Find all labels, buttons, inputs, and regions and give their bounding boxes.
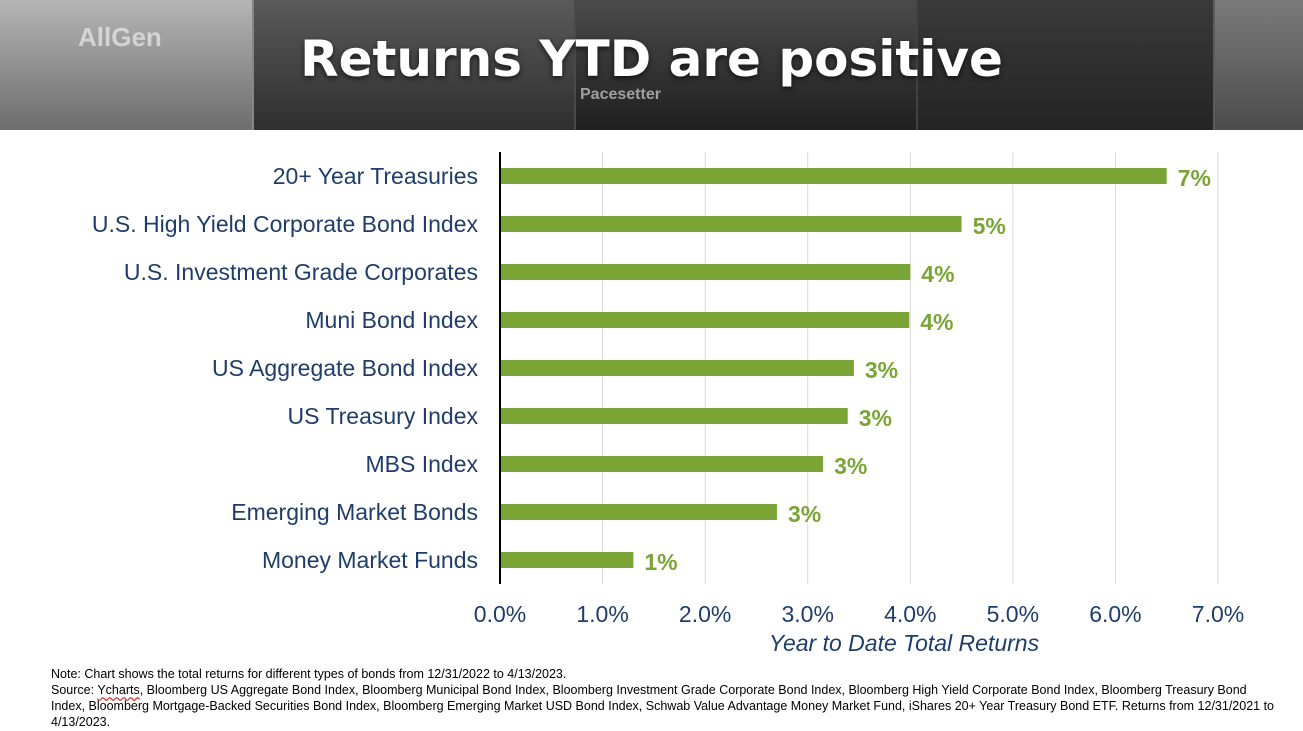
x-axis-title: Year to Date Total Returns: [769, 630, 1040, 656]
banner-logo-text: AllGen: [78, 22, 162, 52]
banner-photo-event: [576, 0, 916, 130]
data-label: 3%: [788, 501, 821, 527]
data-label: 3%: [865, 357, 898, 383]
x-tick-label: 4.0%: [884, 601, 936, 627]
category-labels: 20+ Year Treasuries U.S. High Yield Corpo…: [92, 163, 479, 573]
category-label: U.S. Investment Grade Corporates: [124, 259, 478, 285]
data-label: 4%: [920, 309, 953, 335]
x-tick-label: 6.0%: [1089, 601, 1141, 627]
banner-photo-team: [0, 0, 252, 130]
category-label: Money Market Funds: [262, 547, 478, 573]
category-label: Emerging Market Bonds: [231, 499, 478, 525]
category-label: 20+ Year Treasuries: [273, 163, 478, 189]
x-tick-labels: 0.0% 1.0% 2.0% 3.0% 4.0% 5.0% 6.0% 7.0%: [474, 601, 1244, 627]
x-tick-label: 5.0%: [987, 601, 1039, 627]
x-tick-label: 1.0%: [576, 601, 628, 627]
x-tick-label: 3.0%: [781, 601, 833, 627]
header-banner: AllGen Pacesetter Returns YTD are positi…: [0, 0, 1303, 130]
source-list: , Bloomberg US Aggregate Bond Index, Blo…: [51, 683, 1275, 729]
footnote: Note: Chart shows the total returns for …: [51, 666, 1281, 730]
bar-chart: 20+ Year Treasuries U.S. High Yield Corpo…: [92, 152, 1244, 656]
bar: [500, 408, 848, 424]
bars: [500, 168, 1167, 568]
x-tick-label: 7.0%: [1192, 601, 1244, 627]
x-tick-label: 2.0%: [679, 601, 731, 627]
category-label: US Aggregate Bond Index: [212, 355, 478, 381]
bar: [500, 504, 777, 520]
banner-photo-group: [918, 0, 1213, 130]
banner-award-text: Pacesetter: [580, 86, 661, 103]
bar: [500, 456, 824, 472]
data-label: 3%: [834, 453, 867, 479]
data-labels: 7% 5% 4% 4% 3% 3% 3% 3% 1%: [644, 165, 1211, 575]
bar: [500, 312, 910, 328]
banner-photo-poster: [1215, 0, 1303, 130]
data-label: 7%: [1178, 165, 1211, 191]
data-label: 5%: [973, 213, 1006, 239]
bar: [500, 360, 854, 376]
footnote-source: Source: Ycharts, Bloomberg US Aggregate …: [51, 682, 1281, 730]
bar: [500, 552, 634, 568]
source-prefix: Source:: [51, 683, 98, 697]
data-label: 4%: [921, 261, 954, 287]
page-title: Returns YTD are positive: [300, 30, 1003, 88]
x-tick-label: 0.0%: [474, 601, 526, 627]
data-label: 1%: [644, 549, 677, 575]
bar: [500, 216, 962, 232]
banner-photo-office: [254, 0, 574, 130]
category-label: MBS Index: [366, 451, 479, 477]
category-label: U.S. High Yield Corporate Bond Index: [92, 211, 479, 237]
category-label: Muni Bond Index: [305, 307, 478, 333]
data-label: 3%: [859, 405, 892, 431]
bar: [500, 168, 1167, 184]
category-label: US Treasury Index: [288, 403, 479, 429]
footnote-note: Note: Chart shows the total returns for …: [51, 667, 567, 681]
source-ycharts: Ycharts: [97, 683, 140, 697]
bar: [500, 264, 911, 280]
